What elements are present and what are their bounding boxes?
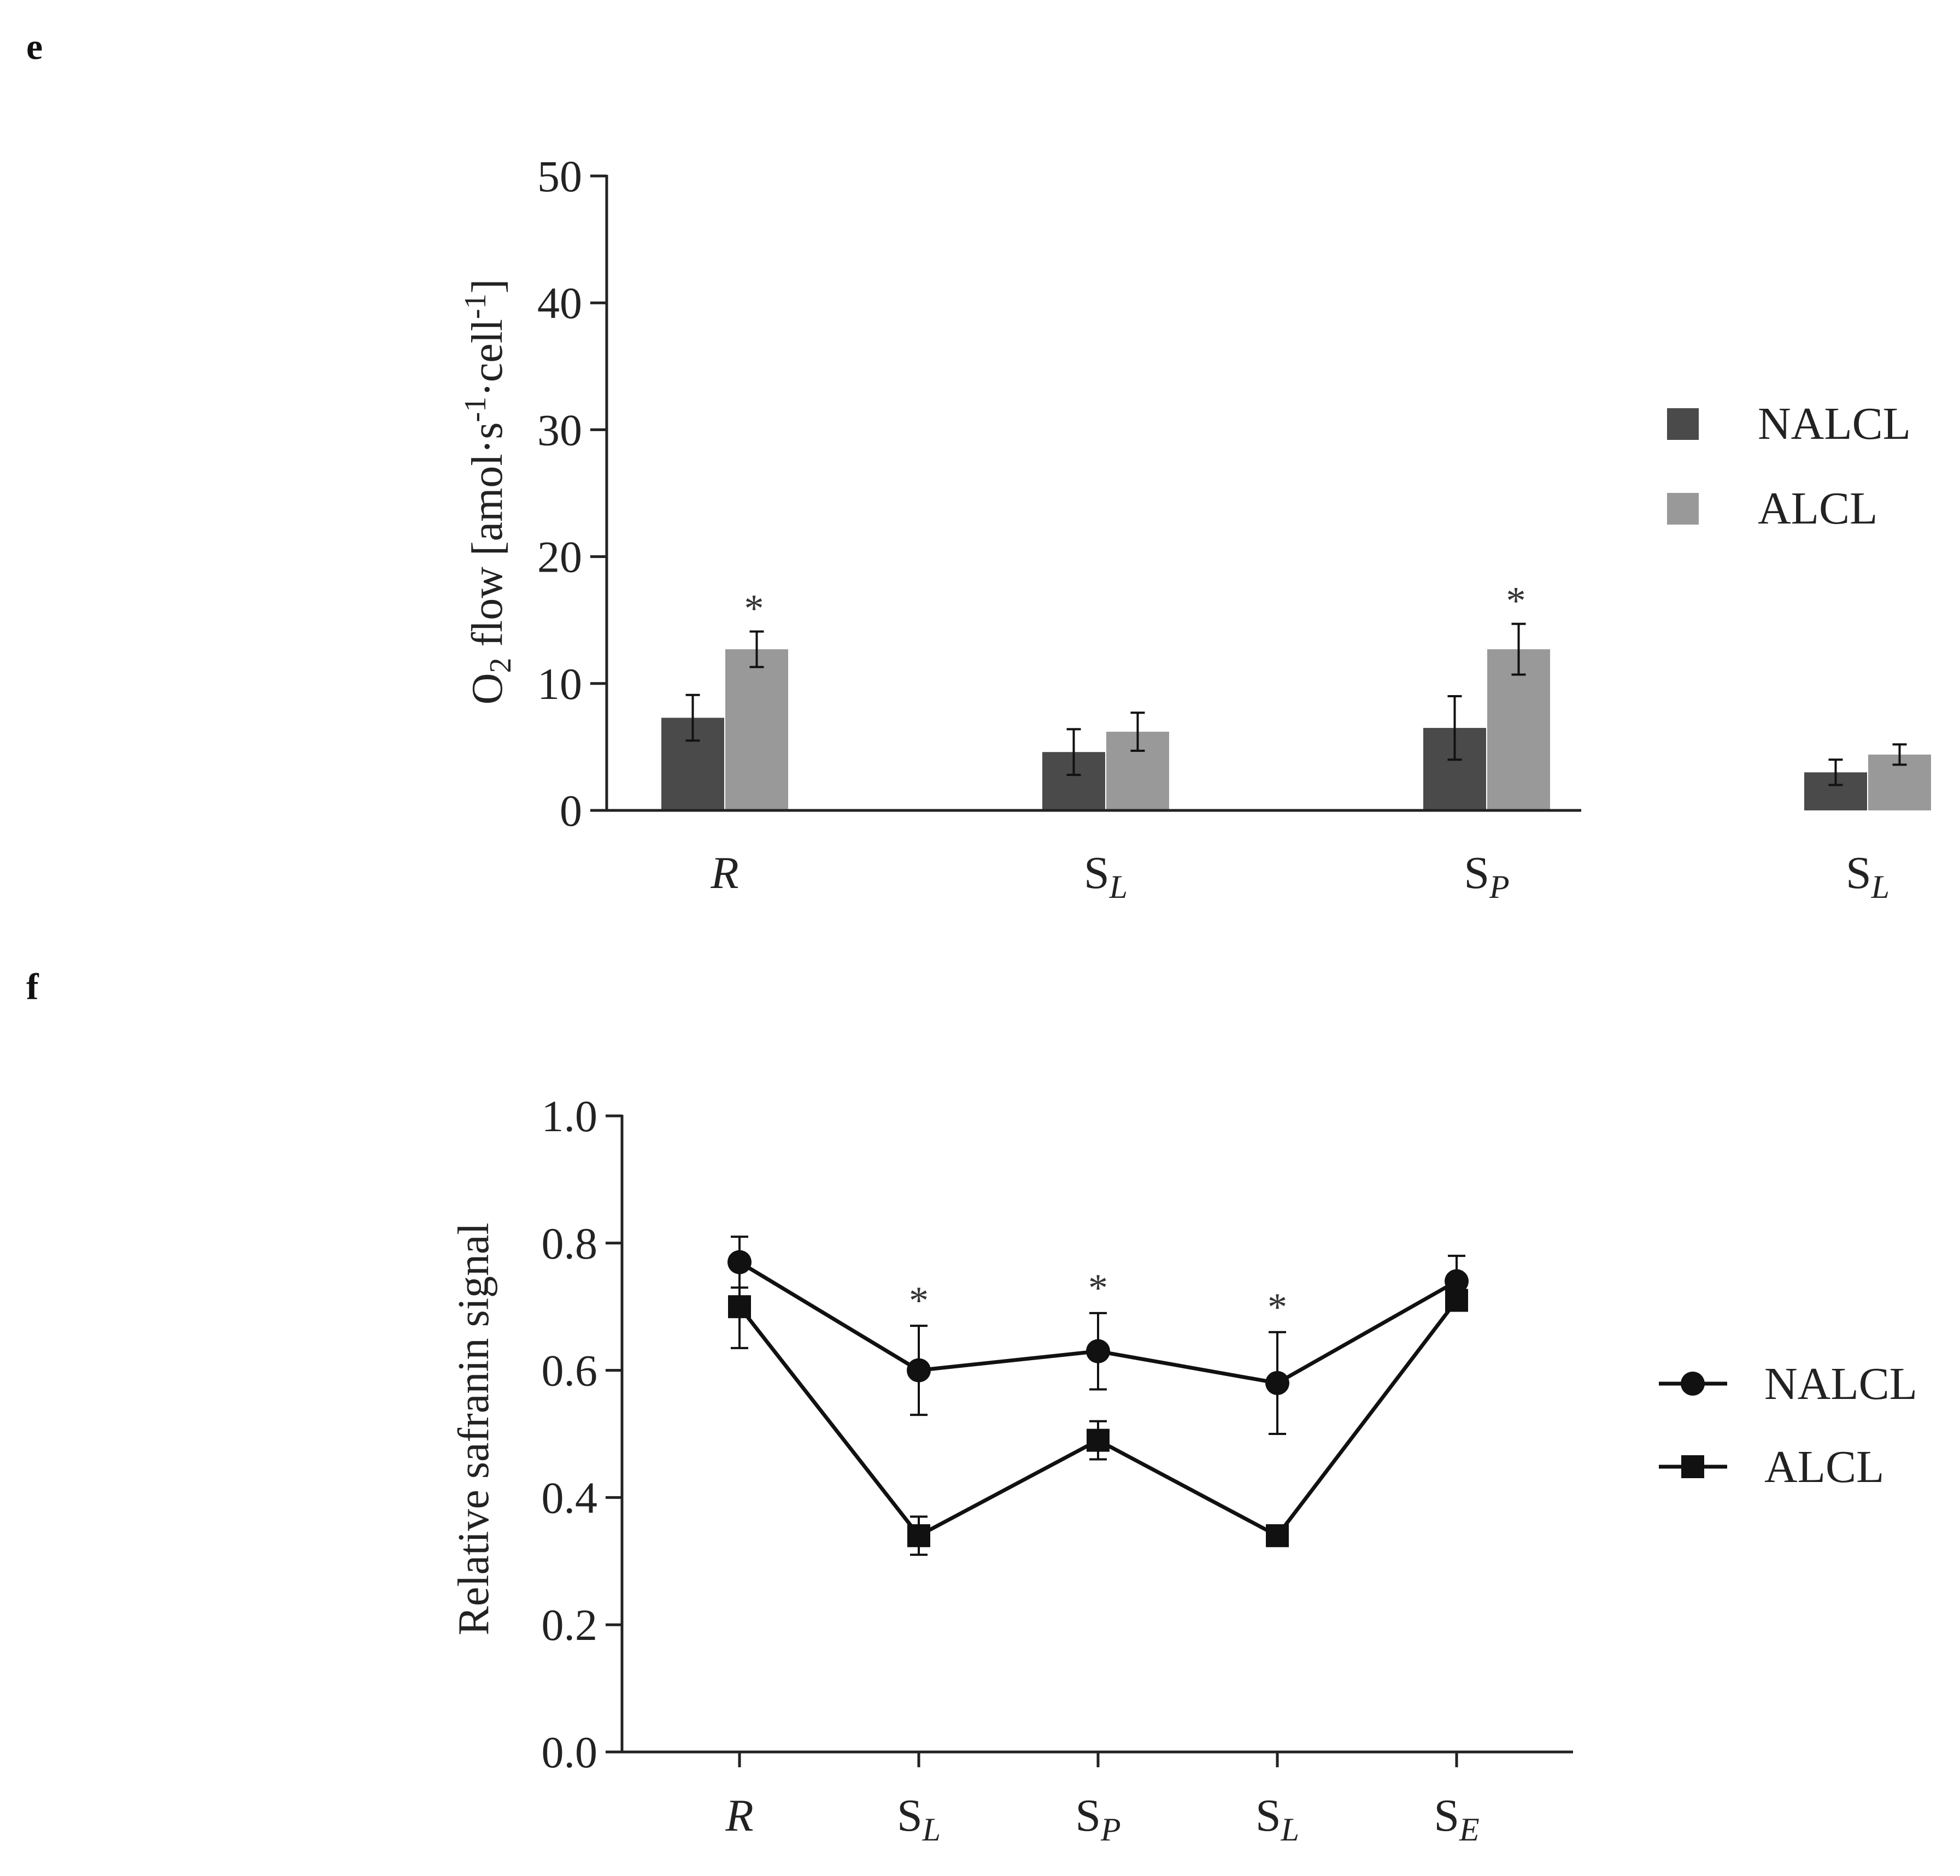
e-x-tick-label: R (710, 848, 738, 898)
e-y-tick-label: 30 (537, 405, 582, 455)
f-marker-alcl (907, 1524, 930, 1548)
e-bar-alcl (725, 649, 788, 810)
f-x-tick-label: SL (897, 1790, 941, 1848)
e-x-tick-label: SP (1464, 848, 1509, 905)
e-error-bar-nalcl (1447, 695, 1462, 761)
f-y-axis-title-text: Relative safranin signal (450, 1222, 498, 1635)
f-y-tick-label: 1.0 (542, 1091, 598, 1141)
f-y-tick-label: 0.6 (542, 1346, 598, 1396)
f-markers (727, 1250, 1469, 1548)
f-marker-alcl (728, 1295, 751, 1319)
e-significance-mark: * (744, 587, 770, 631)
f-marker-nalcl (1086, 1339, 1110, 1363)
f-x-tick-label: SE (1434, 1790, 1479, 1848)
e-bar-alcl (1487, 649, 1550, 810)
panel-letter-e: e (26, 26, 43, 67)
f-significance-mark: * (909, 1279, 929, 1322)
e-error-bar-alcl (1892, 743, 1907, 766)
f-x-tick-label: SP (1075, 1790, 1120, 1848)
e-error-bars (685, 622, 1907, 786)
e-legend-swatch-nalcl (1667, 408, 1699, 440)
panel-letter-f: f (26, 966, 39, 1007)
f-legend-label: ALCL (1764, 1442, 1884, 1492)
panel-f-line-chart: f 0.0 0.2 0.4 0.6 0.8 1.0 * * * R SL SP SL SE Relat… (26, 966, 1917, 1848)
f-x-tick-label: R (725, 1790, 753, 1841)
e-legend-label: NALCL (1758, 398, 1911, 449)
e-y-axis-title: O2 flow [amol·s-1·cell-1] (459, 279, 518, 705)
f-significance-marks: * * * (909, 1266, 1287, 1329)
f-marker-alcl (1445, 1289, 1468, 1312)
e-error-bar-nalcl (685, 693, 700, 742)
f-y-tick-label: 0.8 (542, 1219, 598, 1268)
f-significance-mark: * (1088, 1266, 1108, 1310)
f-marker-alcl (1087, 1428, 1110, 1452)
f-marker-nalcl (727, 1250, 752, 1274)
e-y-tick-label: 50 (537, 151, 582, 201)
e-y-tick-label: 0 (560, 786, 582, 836)
f-x-tick-label: SL (1255, 1790, 1299, 1848)
f-marker-alcl (1266, 1524, 1289, 1548)
e-significance-marks: **** (744, 579, 1531, 631)
e-error-bar-alcl (1130, 711, 1145, 752)
e-y-tick-label: 40 (537, 278, 582, 328)
f-legend-marker-circle (1681, 1372, 1705, 1396)
e-y-axis-title-text: O2 flow [amol·s-1·cell-1] (459, 279, 518, 705)
e-error-bar-nalcl (1828, 758, 1843, 786)
f-marker-nalcl (1445, 1269, 1469, 1293)
f-y-tick-label: 0.4 (542, 1473, 598, 1522)
e-y-tick-label: 20 (537, 532, 582, 582)
f-legend-label: NALCL (1764, 1359, 1917, 1409)
f-significance-mark: * (1267, 1285, 1287, 1329)
f-legend: NALCL ALCL (1659, 1359, 1917, 1492)
f-x-ticks (738, 1752, 1458, 1767)
e-legend-swatch-alcl (1667, 493, 1699, 525)
e-error-bar-nalcl (1066, 728, 1081, 776)
e-x-tick-label: SL (1084, 848, 1128, 905)
f-marker-nalcl (1265, 1371, 1289, 1395)
e-y-tick-label: 10 (537, 659, 582, 709)
e-significance-mark: * (1506, 579, 1531, 623)
f-legend-marker-square (1681, 1455, 1704, 1478)
f-y-ticks: 0.0 0.2 0.4 0.6 0.8 1.0 (542, 1091, 622, 1777)
f-x-tick-labels: R SL SP SL SE (725, 1790, 1479, 1848)
e-legend: NALCL ALCL (1667, 398, 1911, 534)
e-error-bar-alcl (1511, 622, 1526, 676)
f-y-tick-label: 0.0 (542, 1727, 598, 1777)
e-bars (661, 649, 1931, 810)
f-y-tick-label: 0.2 (542, 1600, 598, 1650)
f-marker-nalcl (907, 1358, 931, 1383)
e-x-tick-label: SL (1846, 848, 1889, 905)
e-legend-label: ALCL (1758, 483, 1877, 534)
e-y-ticks: 0 10 20 30 40 50 (537, 151, 607, 836)
e-error-bar-alcl (749, 630, 764, 668)
f-y-axis-title: Relative safranin signal (450, 1222, 498, 1635)
